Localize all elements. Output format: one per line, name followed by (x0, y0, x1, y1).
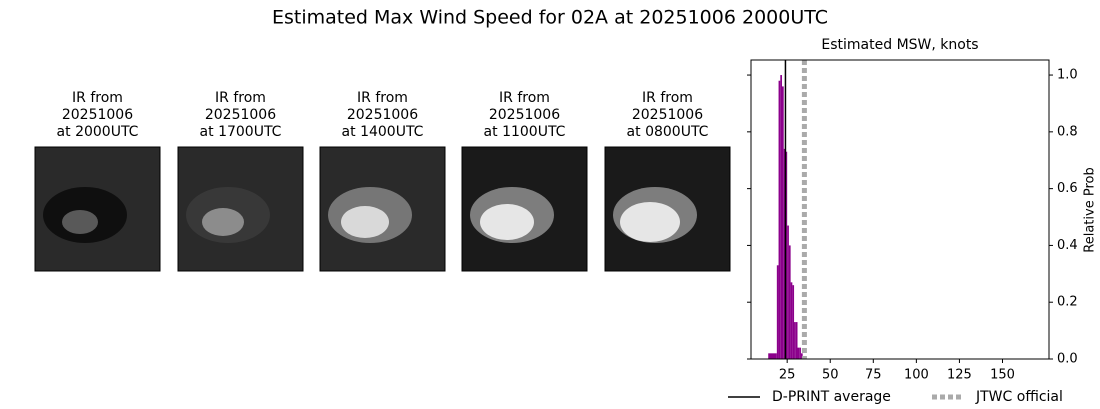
panel-label: at 1700UTC (200, 124, 282, 140)
chart-title: Estimated MSW, knots (821, 37, 978, 53)
panel-label: 20251006 (205, 107, 276, 123)
panel-label: 20251006 (62, 107, 133, 123)
bar (788, 245, 791, 359)
x-tick-label: 100 (904, 368, 929, 383)
bar (785, 151, 788, 359)
bar (797, 347, 800, 359)
bar (795, 322, 798, 359)
bar (778, 80, 781, 359)
bar (776, 265, 779, 359)
panel-label: at 1100UTC (484, 124, 566, 140)
legend-label: JTWC official (975, 389, 1063, 405)
y-axis-label: Relative Prob (1083, 167, 1098, 252)
bar (783, 148, 786, 359)
x-tick-label: 75 (865, 368, 882, 383)
ir-core (62, 210, 98, 234)
bar (768, 353, 777, 359)
panel-label: IR from (72, 90, 123, 106)
y-tick-label: 0.6 (1057, 181, 1078, 196)
panel-label: at 0800UTC (627, 124, 709, 140)
x-tick-label: 150 (990, 368, 1015, 383)
panel-label: 20251006 (489, 107, 560, 123)
panel-label: IR from (215, 90, 266, 106)
bar (787, 225, 789, 359)
panel-label: IR from (499, 90, 550, 106)
bar (794, 322, 796, 359)
panel-label: at 2000UTC (57, 124, 139, 140)
panel-label: 20251006 (632, 107, 703, 123)
plot-frame (750, 59, 1050, 360)
ir-core (620, 202, 680, 242)
x-tick-label: 50 (822, 368, 839, 383)
panel-label: IR from (357, 90, 408, 106)
y-tick-label: 1.0 (1057, 68, 1078, 83)
bar (800, 353, 803, 359)
ir-core (341, 206, 389, 238)
ir-core (480, 204, 534, 240)
y-tick-label: 0.2 (1057, 295, 1078, 310)
bar (780, 75, 783, 360)
x-tick-label: 125 (947, 368, 972, 383)
bar (782, 86, 784, 359)
panel-label: 20251006 (347, 107, 418, 123)
y-tick-label: 0.0 (1057, 352, 1078, 367)
legend-label: D-PRINT average (772, 389, 891, 405)
ir-core (202, 208, 244, 236)
y-tick-label: 0.8 (1057, 124, 1078, 139)
bar (790, 282, 793, 359)
bar (799, 347, 801, 359)
bar (792, 285, 795, 359)
panel-label: IR from (642, 90, 693, 106)
x-tick-label: 25 (779, 368, 796, 383)
panel-label: at 1400UTC (342, 124, 424, 140)
y-tick-label: 0.4 (1057, 238, 1078, 253)
figure-title: Estimated Max Wind Speed for 02A at 2025… (272, 7, 828, 29)
